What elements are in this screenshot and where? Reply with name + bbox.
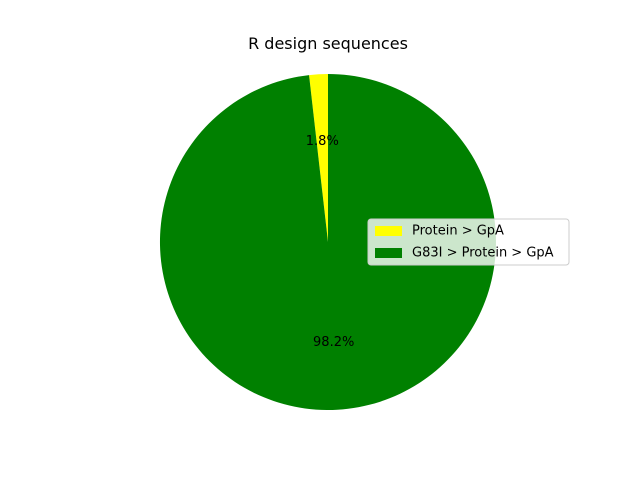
legend: Protein > GpA G83I > Protein > GpA (367, 218, 570, 266)
legend-label-g83i-protein-gpa: G83I > Protein > GpA (412, 246, 554, 261)
legend-frame (367, 218, 570, 266)
pie-percentage-label-g83i-protein-gpa: 98.2% (313, 335, 354, 350)
pie-percentage-label-protein-gpa: 1.8% (306, 134, 339, 149)
pie-slice-g83i-protein-gpa (159, 74, 496, 411)
pie-percentage-labels: 1.8% 98.2% (306, 134, 355, 350)
legend-label-protein-gpa: Protein > GpA (412, 224, 504, 239)
legend-swatch-protein-gpa (375, 226, 402, 236)
legend-swatch-g83i-protein-gpa (375, 248, 402, 258)
pie-slices (159, 73, 496, 411)
pie-slice-protein-gpa (309, 73, 328, 242)
chart-title: R design sequences (248, 34, 408, 53)
